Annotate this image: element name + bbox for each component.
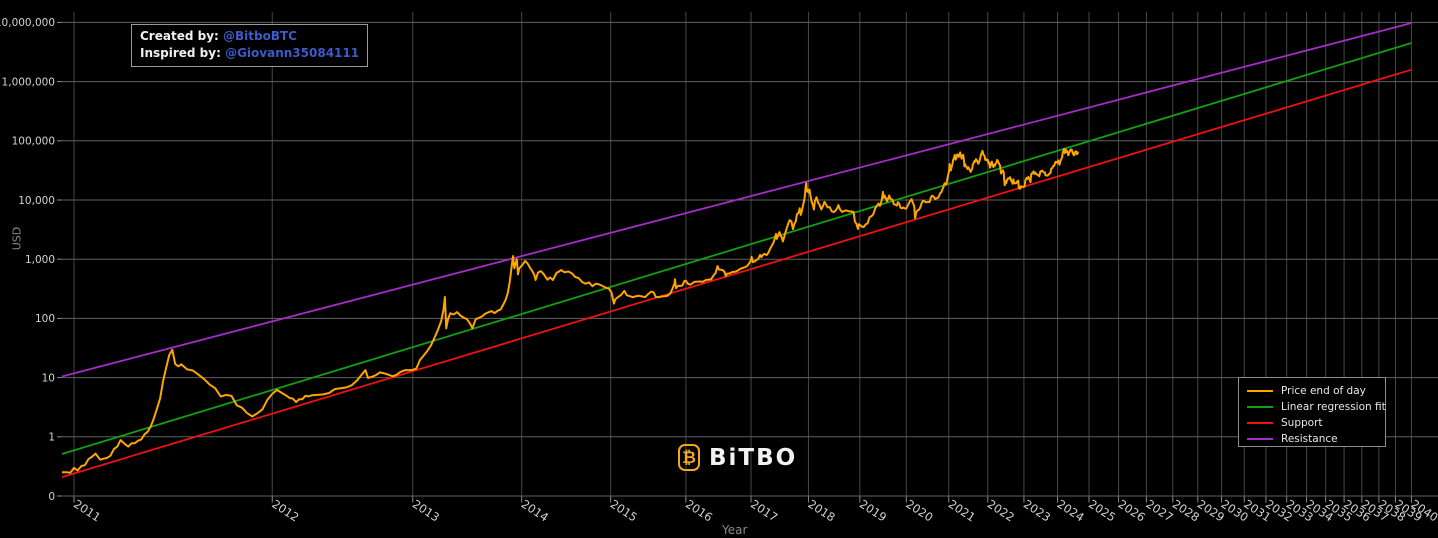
x-tick-label: 2019 [857, 497, 889, 525]
credit-inspired-line: Inspired by: @Giovann35084111 [140, 45, 359, 62]
credit-created-label: Created by: [140, 29, 219, 43]
support-line-swatch [1247, 422, 1273, 424]
y-tick-label: 0 [48, 491, 55, 503]
y-tick-label: 10 [42, 372, 55, 384]
price-series-line [61, 147, 1080, 474]
x-tick-label: 2026 [1116, 497, 1148, 525]
x-tick-label: 2015 [608, 497, 640, 525]
resistance-line [61, 22, 1412, 378]
bitbo-logo-text: BiTBO [709, 444, 798, 471]
x-tick-label: 2018 [806, 497, 838, 525]
x-tick-label: 2027 [1144, 497, 1176, 525]
bitcoin-logo-icon: ₿ [678, 444, 700, 471]
legend-label-support: Support [1281, 417, 1323, 429]
x-tick-label: 2012 [269, 497, 301, 525]
x-tick-label: 2025 [1086, 497, 1118, 525]
legend-item-price: Price end of day [1239, 383, 1385, 399]
x-tick-label: 2020 [903, 497, 935, 525]
y-tick-label: 10,000 [18, 195, 55, 207]
y-tick-label: 100 [35, 313, 55, 325]
credit-inspired-label: Inspired by: [140, 46, 221, 60]
legend-label-resistance: Resistance [1281, 433, 1338, 445]
x-tick-label: 2022 [985, 497, 1017, 525]
y-tick-label: 1 [48, 432, 55, 444]
legend-item-resistance: Resistance [1239, 431, 1385, 447]
x-tick-label: 2013 [410, 497, 442, 525]
support-line [61, 68, 1412, 478]
legend-label-price: Price end of day [1281, 385, 1366, 397]
credit-inspired-handle[interactable]: @Giovann35084111 [225, 46, 360, 60]
y-tick-label: 10,000,000 [0, 17, 55, 29]
legend: Price end of day Linear regression fit S… [1238, 377, 1386, 447]
x-tick-label: 2014 [519, 497, 551, 525]
x-tick-label: 2023 [1021, 497, 1053, 525]
y-tick-label: 1,000 [25, 254, 55, 266]
regression-line-swatch [1247, 406, 1273, 408]
x-tick-label: 2021 [946, 497, 978, 525]
price-line-swatch [1247, 390, 1273, 392]
x-tick-label: 2011 [71, 497, 103, 525]
x-tick-label: 2028 [1170, 497, 1202, 525]
x-axis-unit-label: Year [722, 523, 748, 537]
credit-created-line: Created by: @BitboBTC [140, 28, 359, 45]
legend-item-regression: Linear regression fit [1239, 399, 1386, 415]
credit-box: Created by: @BitboBTC Inspired by: @Giov… [131, 24, 369, 67]
credit-created-handle[interactable]: @BitboBTC [223, 29, 297, 43]
resistance-line-swatch [1247, 438, 1273, 440]
legend-item-support: Support [1239, 415, 1385, 431]
y-tick-label: 100,000 [12, 136, 55, 148]
linear-regression-fit-line [61, 42, 1412, 455]
y-axis-unit-label: USD [10, 226, 24, 251]
legend-label-regression: Linear regression fit [1281, 401, 1386, 413]
bitbo-logo: ₿ BiTBO [678, 444, 797, 471]
x-tick-label: 2017 [748, 497, 780, 525]
y-tick-label: 1,000,000 [2, 76, 55, 88]
x-tick-label: 2016 [683, 497, 715, 525]
x-tick-label: 2024 [1055, 497, 1087, 525]
